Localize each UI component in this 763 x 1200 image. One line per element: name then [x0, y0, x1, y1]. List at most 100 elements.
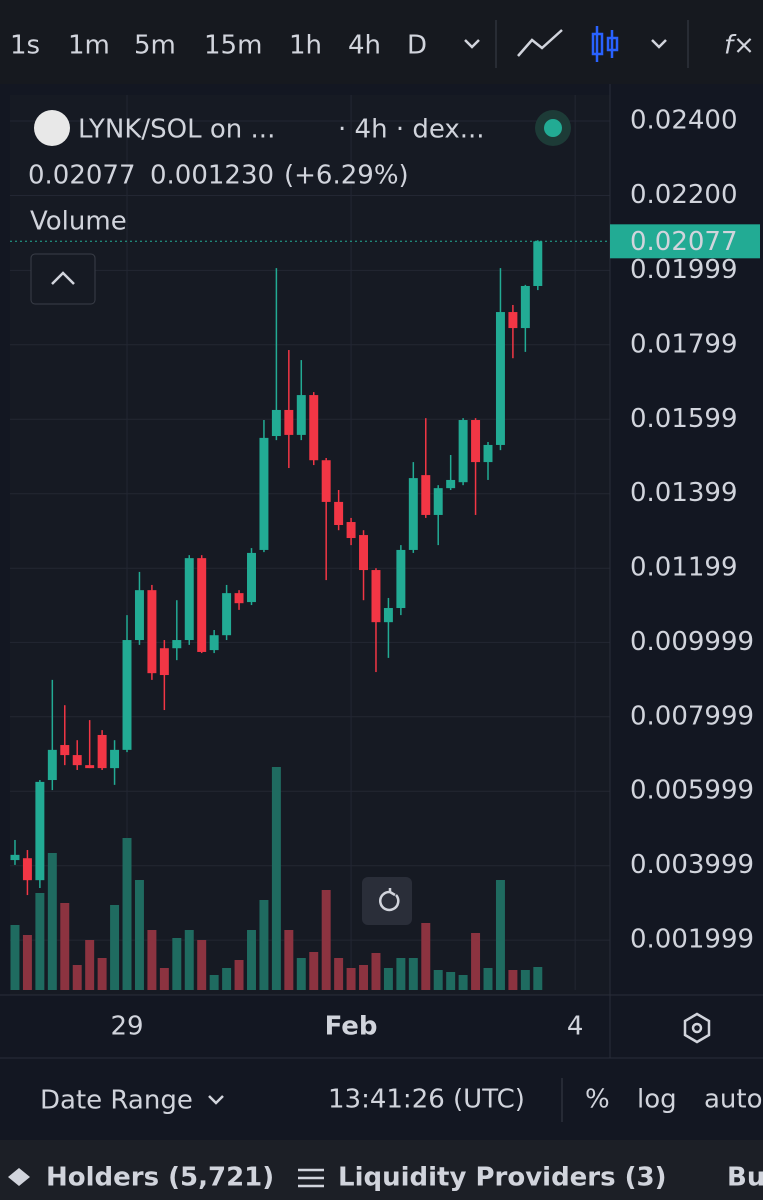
- candle-body: [346, 522, 356, 539]
- candle-body: [134, 590, 144, 641]
- candle-body: [22, 858, 32, 881]
- candle-body: [309, 395, 319, 461]
- tab[interactable]: Holders (5,721): [46, 1163, 274, 1193]
- candle-body: [85, 765, 95, 769]
- volume-bar: [234, 960, 244, 990]
- date-range[interactable]: Date Range: [40, 1086, 193, 1116]
- change: 0.001230: [150, 161, 274, 191]
- candle-body: [296, 395, 306, 435]
- dropdown-icon[interactable]: [464, 39, 480, 49]
- candle-body: [495, 312, 505, 445]
- candle-body: [421, 475, 431, 515]
- volume-bar: [159, 968, 169, 990]
- candle-icon[interactable]: [591, 26, 619, 62]
- candle-body: [483, 444, 493, 463]
- toolbar: [0, 0, 763, 84]
- volume-bar: [97, 958, 107, 990]
- collapse-button[interactable]: [30, 253, 96, 305]
- lp-icon: [298, 1168, 324, 1188]
- volume-bar: [359, 965, 369, 990]
- y-tick-label: 0.001999: [630, 925, 754, 955]
- percent-toggle[interactable]: %: [585, 1085, 610, 1115]
- last-price-label: 0.02077: [630, 227, 738, 257]
- candle-body: [520, 285, 530, 329]
- candle-body: [359, 535, 369, 571]
- volume-bar: [433, 970, 443, 990]
- interval-button[interactable]: 1s: [10, 31, 40, 61]
- candle-body: [321, 460, 331, 502]
- volume-label: Volume: [30, 207, 127, 237]
- candle-body: [172, 640, 182, 649]
- candle-body: [122, 640, 132, 750]
- y-tick-label: 0.01799: [630, 329, 738, 359]
- volume-bar: [122, 838, 132, 990]
- candle-body: [259, 437, 269, 550]
- dropdown-icon[interactable]: [651, 39, 667, 49]
- candle-body: [471, 420, 481, 463]
- volume-bar: [47, 853, 57, 990]
- candle-body: [60, 745, 70, 756]
- interval-button[interactable]: 15m: [204, 31, 262, 61]
- settings-icon[interactable]: [683, 1012, 711, 1044]
- chart-area: [10, 95, 610, 995]
- tab-bar: [0, 1140, 763, 1200]
- candle-body: [197, 558, 207, 652]
- interval-button[interactable]: 1m: [68, 31, 110, 61]
- log-toggle[interactable]: log: [637, 1085, 677, 1115]
- x-tick-label: 29: [110, 1012, 143, 1042]
- tab[interactable]: Bu: [727, 1163, 763, 1193]
- volume-bar: [483, 968, 493, 990]
- chevron: [51, 271, 75, 285]
- tab[interactable]: Liquidity Providers (3): [338, 1163, 667, 1193]
- y-tick-label: 0.009999: [630, 627, 754, 657]
- volume-bar: [508, 970, 518, 990]
- volume-bar: [446, 972, 456, 990]
- volume-bar: [383, 968, 393, 990]
- candle-body: [97, 734, 107, 769]
- volume-bar: [60, 903, 70, 990]
- candle-body: [147, 590, 157, 674]
- candle-body: [209, 635, 219, 651]
- candle-body: [433, 488, 443, 515]
- auto-toggle[interactable]: auto: [704, 1085, 763, 1115]
- interval-button[interactable]: 5m: [134, 31, 176, 61]
- y-tick-label: 0.02200: [630, 180, 738, 210]
- candle-body: [458, 420, 468, 483]
- volume-bar: [296, 958, 306, 990]
- line-chart-icon[interactable]: [517, 29, 563, 57]
- volume-bar: [134, 880, 144, 990]
- reset-button[interactable]: [362, 877, 412, 925]
- candle-body: [371, 570, 381, 623]
- volume-bar: [396, 958, 406, 990]
- y-tick-label: 0.01999: [630, 255, 738, 285]
- candle-body: [284, 409, 294, 435]
- interval-button[interactable]: 4h: [348, 31, 381, 61]
- volume-bar: [334, 958, 344, 990]
- volume-bar: [110, 905, 120, 990]
- volume-bar: [172, 938, 182, 990]
- volume-bar: [284, 930, 294, 990]
- interval-button[interactable]: D: [407, 31, 427, 61]
- candle-body: [47, 749, 57, 781]
- candle-body: [446, 479, 456, 489]
- volume-bar: [35, 893, 45, 990]
- settings-icon-center: [691, 1022, 703, 1034]
- candle-body: [72, 755, 82, 766]
- volume-bar: [259, 900, 269, 990]
- fx-icon[interactable]: f×: [724, 31, 755, 61]
- candle-body: [383, 608, 393, 623]
- volume-bar: [72, 965, 82, 990]
- symbol[interactable]: LYNK/SOL on ...: [78, 115, 275, 145]
- volume-bar: [197, 940, 207, 990]
- interval-button[interactable]: 1h: [289, 31, 322, 61]
- y-tick-label: 0.003999: [630, 850, 754, 880]
- candle-body: [334, 501, 344, 526]
- volume-bar: [520, 970, 530, 990]
- candle-body: [234, 593, 244, 604]
- volume-bar: [209, 975, 219, 990]
- clock: 13:41:26 (UTC): [328, 1085, 525, 1115]
- candle-body: [222, 593, 232, 636]
- y-tick-label: 0.02400: [630, 106, 738, 136]
